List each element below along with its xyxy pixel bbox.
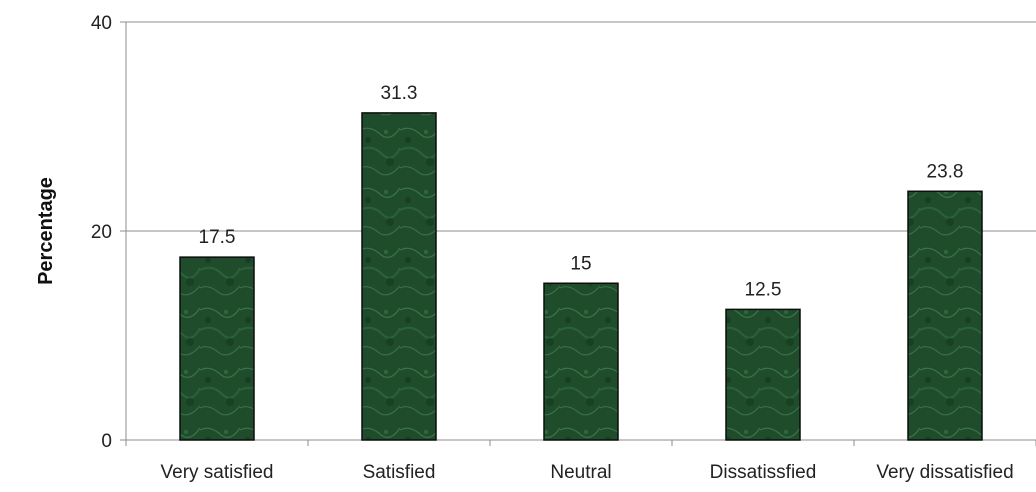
- category-label: Very dissatisfied: [876, 462, 1013, 483]
- data-label: 12.5: [745, 279, 782, 300]
- data-label: 17.5: [199, 227, 236, 248]
- y-tick-label: 40: [91, 13, 112, 34]
- y-axis-label: Percentage: [35, 177, 57, 285]
- category-label: Neutral: [550, 462, 611, 483]
- category-label: Satisfied: [363, 462, 436, 483]
- bars: [180, 113, 982, 440]
- gridlines: [126, 22, 1036, 231]
- bar: [726, 309, 800, 440]
- y-tick-label: 0: [101, 431, 112, 452]
- bar: [180, 257, 254, 440]
- data-label: 31.3: [381, 83, 418, 104]
- y-tick-label: 20: [91, 222, 112, 243]
- category-label: Very satisfied: [161, 462, 274, 483]
- data-label: 23.8: [927, 161, 964, 182]
- bar: [362, 113, 436, 440]
- bar: [544, 283, 618, 440]
- data-label: 15: [570, 253, 591, 274]
- category-label: Dissatissfied: [710, 462, 817, 483]
- bar: [908, 191, 982, 440]
